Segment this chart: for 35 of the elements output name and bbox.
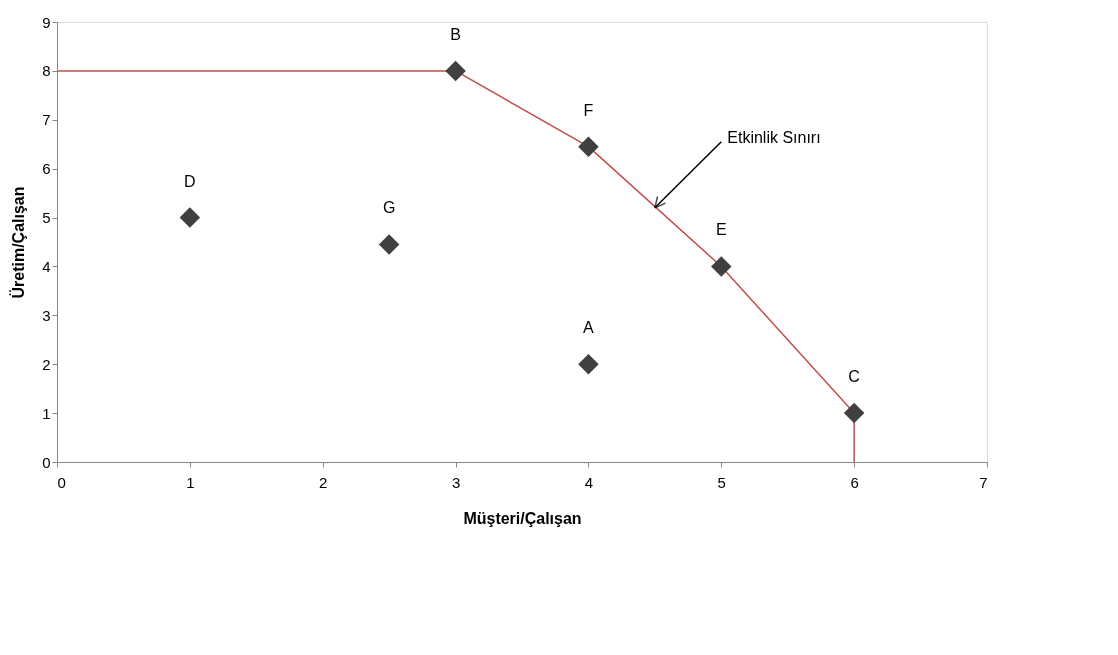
annotation: A	[583, 319, 595, 337]
annotation: C	[848, 368, 860, 386]
y-tick-label: 5	[42, 209, 51, 227]
y-tick-label: 1	[42, 404, 51, 422]
annotation: E	[715, 221, 727, 239]
x-tick-label: 1	[186, 473, 195, 491]
annotation: F	[583, 101, 594, 119]
annotation: D	[184, 172, 196, 190]
annotation: B	[450, 25, 461, 43]
point	[179, 207, 201, 228]
point	[378, 234, 400, 255]
y-tick-label: 0	[42, 453, 51, 471]
annotation: Etkinlik Sınırı	[727, 128, 821, 146]
y-tick-label: 8	[42, 62, 51, 80]
point	[843, 402, 865, 424]
y-tick-label: 7	[42, 111, 51, 129]
point	[578, 136, 599, 157]
x-tick-label: 4	[584, 473, 594, 491]
x-axis-title: Müşteri/Çalışan	[463, 509, 582, 527]
y-tick-label: 4	[42, 257, 51, 275]
x-tick-label: 0	[57, 473, 66, 491]
point	[578, 353, 599, 375]
annotation: G	[382, 199, 396, 217]
y-tick-label: 3	[42, 306, 51, 324]
y-tick-label: 6	[42, 160, 51, 178]
point	[445, 60, 466, 82]
x-tick-label: 2	[319, 473, 328, 491]
x-tick-label: 7	[979, 473, 988, 491]
y-tick-label: 2	[42, 355, 51, 373]
y-tick-label: 9	[42, 13, 51, 31]
point	[711, 256, 732, 277]
y-axis-title: Üretim/Çalışan	[9, 186, 28, 299]
x-tick-label: 3	[451, 473, 461, 491]
x-tick-label: 5	[717, 473, 726, 491]
x-tick-label: 6	[850, 473, 859, 491]
